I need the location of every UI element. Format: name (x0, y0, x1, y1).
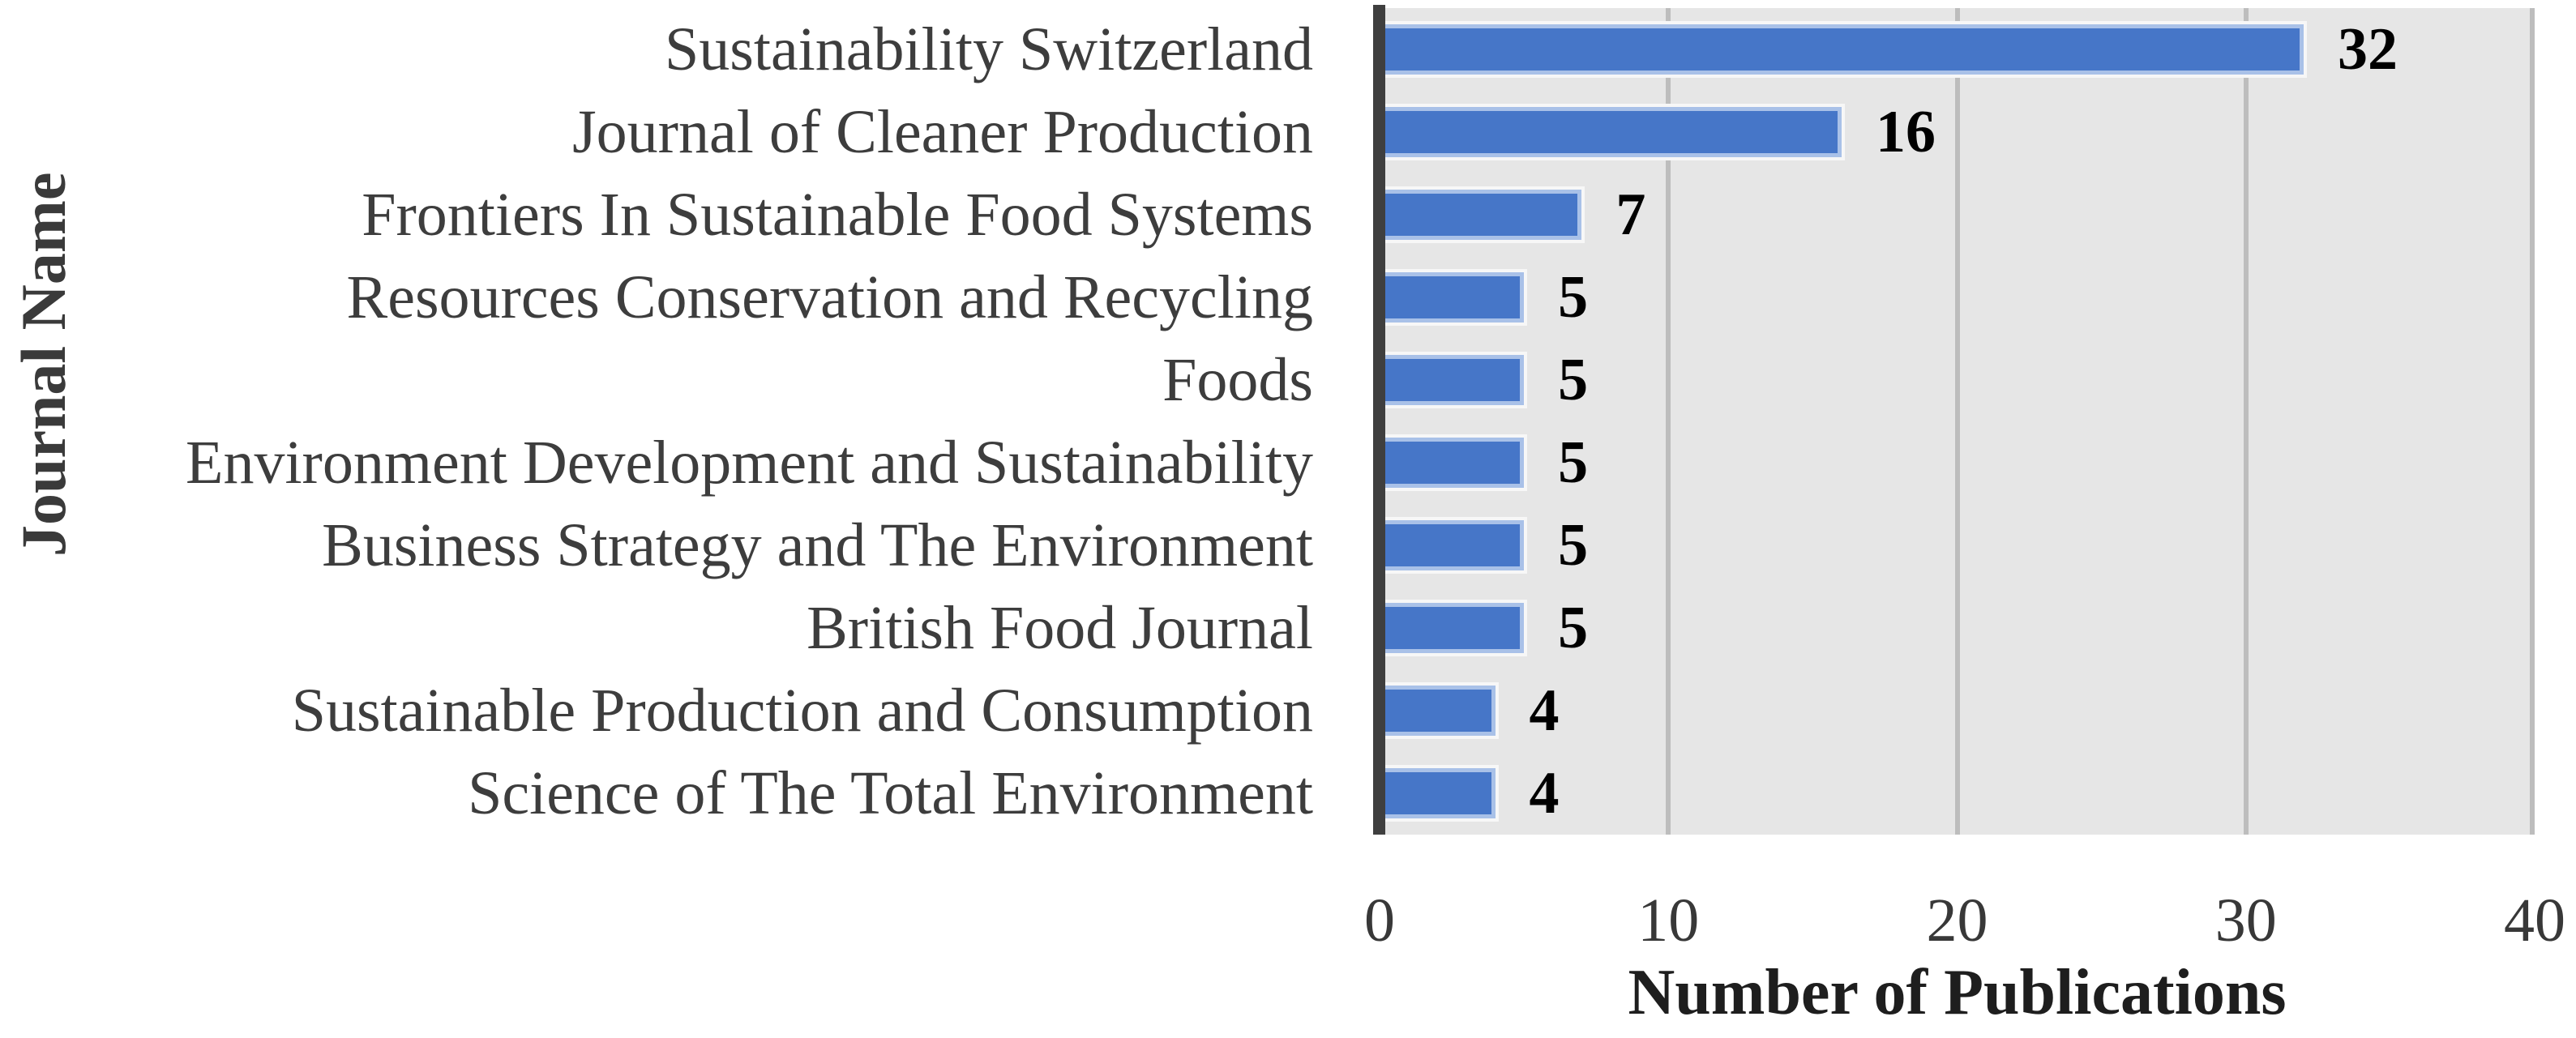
y-axis-spine (1373, 5, 1385, 835)
bar-value-label: 5 (1558, 512, 1589, 579)
x-tick-label: 0 (1364, 886, 1395, 955)
bar-value-label: 7 (1615, 182, 1646, 248)
bar-row: 7 (1380, 173, 2535, 256)
bar-row: 5 (1380, 256, 2535, 339)
bar-row: 5 (1380, 587, 2535, 669)
category-label-column: Sustainability Switzerland Journal of Cle… (32, 8, 1313, 835)
gridline (1666, 8, 1671, 835)
category-label: Business Strategy and The Environment (322, 511, 1313, 579)
bar (1380, 438, 1525, 488)
x-axis-title: Number of Publications (1628, 957, 2287, 1028)
bar (1380, 355, 1525, 405)
category-label: Journal of Cleaner Production (572, 98, 1313, 166)
bar-value-label: 4 (1529, 760, 1560, 827)
bar (1380, 272, 1525, 323)
plot-area: 32 16 7 5 5 5 5 5 4 4 (1380, 8, 2535, 835)
bar-row: 4 (1380, 669, 2535, 752)
gridline-layer (1380, 8, 2535, 835)
bar-row: 5 (1380, 504, 2535, 587)
gridline (2243, 8, 2249, 835)
x-tick-label: 10 (1637, 886, 1700, 955)
bar-row: 5 (1380, 339, 2535, 421)
bar-row: 5 (1380, 421, 2535, 504)
gridline (2530, 8, 2535, 835)
bar-row: 32 (1380, 8, 2535, 91)
bar-value-label: 5 (1558, 264, 1589, 331)
category-label: Environment Development and Sustainabili… (186, 429, 1313, 497)
bar-row: 4 (1380, 752, 2535, 835)
x-tick-label: 30 (2214, 886, 2277, 955)
bar (1380, 520, 1525, 570)
category-label: Foods (1162, 346, 1313, 414)
category-label: Science of The Total Environment (468, 759, 1313, 827)
category-label: Frontiers In Sustainable Food Systems (362, 181, 1313, 249)
bar (1380, 24, 2304, 75)
gridline (1954, 8, 1960, 835)
bar-row: 16 (1380, 91, 2535, 173)
bar (1380, 107, 1842, 157)
x-tick-label: 20 (1926, 886, 1988, 955)
bar-value-label: 5 (1558, 347, 1589, 413)
category-label: Sustainable Production and Consumption (291, 677, 1313, 745)
bar (1380, 190, 1582, 240)
bar (1380, 603, 1525, 653)
bar-value-label: 32 (2338, 16, 2398, 83)
category-label: Sustainability Switzerland (664, 15, 1313, 83)
bar-rows: 32 16 7 5 5 5 5 5 4 4 (1380, 8, 2535, 835)
bar-value-label: 4 (1529, 677, 1560, 744)
bar (1380, 768, 1496, 818)
bar-value-label: 5 (1558, 595, 1589, 661)
bar-value-label: 5 (1558, 429, 1589, 496)
category-label: Resources Conservation and Recycling (346, 263, 1313, 331)
bar-value-label: 16 (1876, 99, 1936, 165)
x-tick-label: 40 (2504, 886, 2565, 955)
bar (1380, 686, 1496, 736)
category-label: British Food Journal (807, 594, 1313, 662)
